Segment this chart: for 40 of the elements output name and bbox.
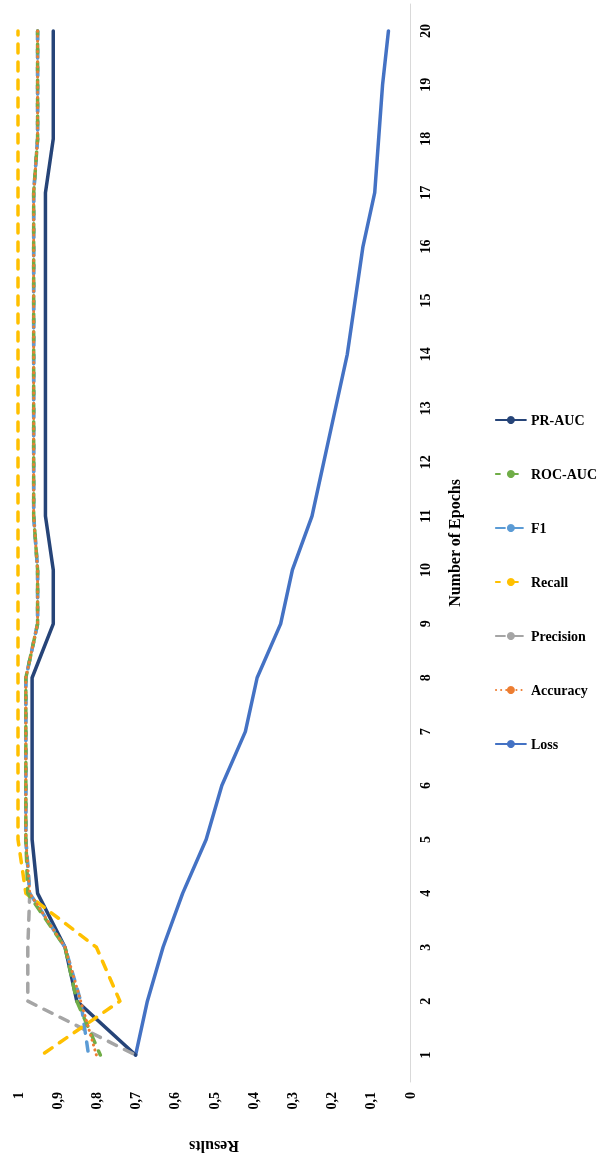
y-tick-label: 16 xyxy=(417,239,433,254)
y-tick-label: 6 xyxy=(417,782,433,790)
legend-label: Loss xyxy=(530,736,559,752)
y-tick-label: 15 xyxy=(417,293,433,308)
y-tick-label: 17 xyxy=(417,185,433,200)
y-tick-label: 9 xyxy=(417,620,433,628)
legend-label: Precision xyxy=(530,628,587,644)
y-tick-label: 3 xyxy=(417,943,433,951)
y-tick-label: 13 xyxy=(417,401,433,416)
x-tick-label: 0,3 xyxy=(284,1092,300,1110)
y-tick-label: 8 xyxy=(417,674,433,682)
x-tick-label: 0,7 xyxy=(128,1092,144,1110)
y-tick-label: 4 xyxy=(417,889,433,897)
legend-label: Recall xyxy=(530,574,569,590)
y-tick-label: 19 xyxy=(417,77,433,92)
legend-label: Accuracy xyxy=(530,682,588,698)
x-tick-label: 0 xyxy=(402,1092,418,1099)
y-tick-label: 18 xyxy=(417,131,433,146)
y-tick-label: 10 xyxy=(417,562,433,577)
y-axis-title: Number of Epochs xyxy=(445,479,464,607)
y-tick-label: 7 xyxy=(417,728,433,736)
x-tick-label: 0,9 xyxy=(49,1092,65,1110)
x-tick-label: 0,1 xyxy=(363,1092,379,1110)
y-tick-label: 5 xyxy=(417,835,433,843)
y-tick-label: 2 xyxy=(417,997,433,1005)
x-tick-label: 0,2 xyxy=(324,1092,340,1110)
x-tick-label: 1 xyxy=(10,1092,26,1099)
x-tick-label: 0,5 xyxy=(206,1092,222,1110)
legend-label: ROC-AUC xyxy=(530,466,598,482)
y-tick-label: 14 xyxy=(417,347,433,362)
x-tick-label: 0,6 xyxy=(167,1092,183,1110)
y-tick-label: 1 xyxy=(417,1051,433,1059)
x-tick-label: 0,4 xyxy=(245,1092,261,1110)
x-tick-label: 0,8 xyxy=(88,1092,104,1110)
y-tick-label: 12 xyxy=(417,455,433,470)
x-axis-title: Results xyxy=(189,1137,239,1155)
legend-label: PR-AUC xyxy=(530,412,585,428)
legend-label: F1 xyxy=(530,520,547,536)
y-tick-label: 11 xyxy=(417,509,433,523)
y-tick-label: 20 xyxy=(417,23,433,38)
